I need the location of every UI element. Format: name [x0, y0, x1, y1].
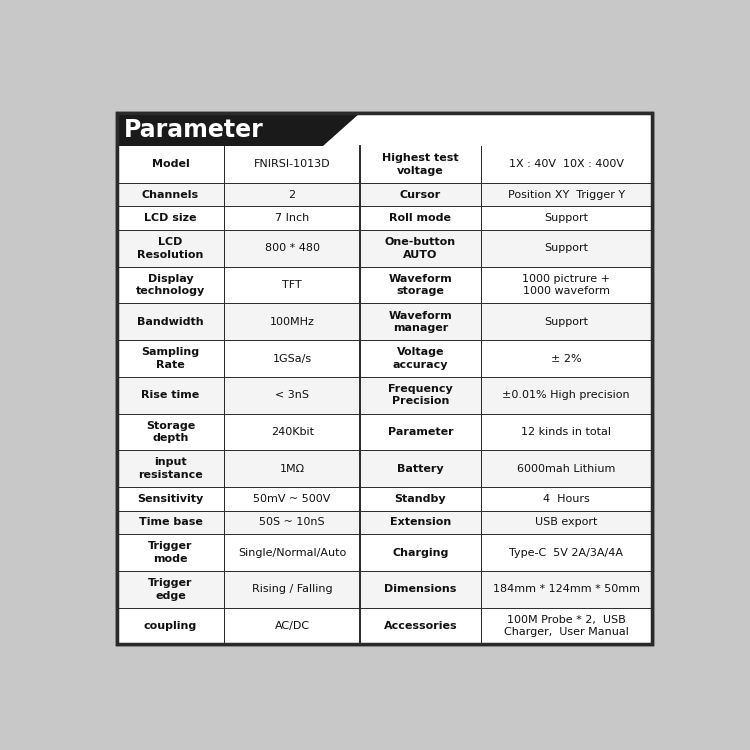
Bar [117, 206, 652, 230]
Text: Voltage
accuracy: Voltage accuracy [393, 347, 448, 370]
Text: 1GSa/s: 1GSa/s [272, 353, 312, 364]
Text: Waveform
storage: Waveform storage [388, 274, 452, 296]
Text: Bandwidth: Bandwidth [137, 316, 204, 327]
Bar [117, 146, 652, 183]
Bar [117, 534, 652, 571]
Text: Single/Normal/Auto: Single/Normal/Auto [238, 548, 346, 558]
Bar [117, 304, 652, 340]
Text: 240Kbit: 240Kbit [271, 427, 314, 437]
Text: USB export: USB export [535, 518, 598, 527]
Text: Waveform
manager: Waveform manager [388, 310, 452, 333]
Text: Extension: Extension [390, 518, 451, 527]
Text: 2: 2 [289, 190, 296, 200]
Text: Highest test
voltage: Highest test voltage [382, 153, 459, 176]
Bar [117, 376, 652, 413]
Text: < 3nS: < 3nS [275, 390, 309, 400]
Bar [117, 267, 652, 304]
Text: Time base: Time base [139, 518, 202, 527]
Text: Support: Support [544, 244, 588, 254]
Bar [117, 413, 652, 450]
Text: Parameter: Parameter [124, 118, 264, 142]
Text: FNIRSI-1013D: FNIRSI-1013D [254, 160, 331, 170]
Text: Storage
depth: Storage depth [146, 421, 195, 443]
Text: 7 Inch: 7 Inch [275, 213, 309, 223]
Text: coupling: coupling [144, 621, 197, 631]
Text: 100MHz: 100MHz [270, 316, 314, 327]
Text: Display
technology: Display technology [136, 274, 205, 296]
Bar [117, 450, 652, 487]
Text: ±0.01% High precision: ±0.01% High precision [503, 390, 630, 400]
Text: Rising / Falling: Rising / Falling [252, 584, 332, 594]
Text: 6000mah Lithium: 6000mah Lithium [517, 464, 616, 473]
Text: ± 2%: ± 2% [551, 353, 581, 364]
Text: 800 * 480: 800 * 480 [265, 244, 320, 254]
Text: input
resistance: input resistance [138, 458, 202, 480]
Bar [117, 230, 652, 267]
Bar [117, 340, 652, 376]
Text: 1X : 40V  10X : 400V: 1X : 40V 10X : 400V [509, 160, 624, 170]
Text: Accessories: Accessories [384, 621, 458, 631]
Text: Type-C  5V 2A/3A/4A: Type-C 5V 2A/3A/4A [509, 548, 623, 558]
Text: LCD size: LCD size [144, 213, 196, 223]
Text: Model: Model [152, 160, 189, 170]
Text: Roll mode: Roll mode [389, 213, 452, 223]
Text: Trigger
edge: Trigger edge [148, 578, 193, 601]
Text: Frequency
Precision: Frequency Precision [388, 384, 453, 406]
Text: 50S ~ 10nS: 50S ~ 10nS [260, 518, 325, 527]
Text: 50mV ~ 500V: 50mV ~ 500V [254, 494, 331, 504]
Bar [117, 571, 652, 608]
Text: Charging: Charging [392, 548, 448, 558]
Bar [117, 511, 652, 534]
Text: Position XY  Trigger Y: Position XY Trigger Y [508, 190, 625, 200]
Bar [117, 608, 652, 644]
Text: AC/DC: AC/DC [274, 621, 310, 631]
Text: Rise time: Rise time [141, 390, 200, 400]
Text: LCD
Resolution: LCD Resolution [137, 237, 204, 260]
Bar [117, 183, 652, 206]
Text: Dimensions: Dimensions [384, 584, 457, 594]
Text: TFT: TFT [282, 280, 302, 290]
Text: Cursor: Cursor [400, 190, 441, 200]
Text: Battery: Battery [398, 464, 444, 473]
Text: 4  Hours: 4 Hours [543, 494, 590, 504]
Text: 1MΩ: 1MΩ [280, 464, 304, 473]
Polygon shape [323, 113, 652, 146]
Bar [117, 113, 652, 146]
Text: 184mm * 124mm * 50mm: 184mm * 124mm * 50mm [493, 584, 640, 594]
Text: Parameter: Parameter [388, 427, 453, 437]
Text: Support: Support [544, 316, 588, 327]
Text: Sensitivity: Sensitivity [137, 494, 203, 504]
Text: Trigger
mode: Trigger mode [148, 542, 193, 564]
Text: Standby: Standby [394, 494, 446, 504]
Text: Sampling
Rate: Sampling Rate [142, 347, 200, 370]
Text: One-button
AUTO: One-button AUTO [385, 237, 456, 260]
Text: 100M Probe * 2,  USB
Charger,  User Manual: 100M Probe * 2, USB Charger, User Manual [504, 615, 628, 638]
Text: Support: Support [544, 213, 588, 223]
Text: 12 kinds in total: 12 kinds in total [521, 427, 611, 437]
Text: 1000 pictrure +
1000 waveform: 1000 pictrure + 1000 waveform [522, 274, 610, 296]
Bar [117, 487, 652, 511]
Text: Channels: Channels [142, 190, 199, 200]
